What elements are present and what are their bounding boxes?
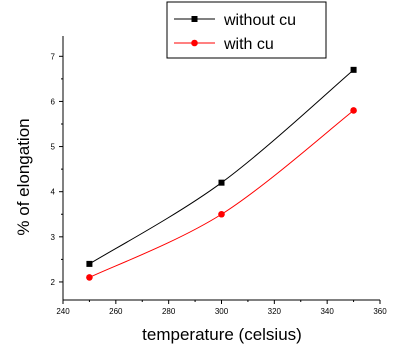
data-point-circle [350, 107, 357, 114]
data-point-square [218, 179, 225, 186]
legend-label-2: with cu [223, 36, 274, 53]
data-point-circle [86, 274, 93, 281]
y-tick-label: 3 [51, 233, 56, 242]
y-tick-label: 2 [51, 278, 56, 287]
x-tick-label: 300 [215, 307, 229, 316]
y-axis-title: % of elongation [14, 118, 33, 235]
legend-marker-square [191, 16, 198, 22]
y-tick-label: 6 [51, 97, 56, 106]
legend-marker-circle [191, 39, 198, 47]
legend-box [166, 1, 327, 59]
y-tick-label: 7 [51, 52, 56, 61]
y-ticks: 2 3 4 5 6 7 [51, 52, 63, 287]
x-tick-label: 240 [56, 307, 70, 316]
x-axis-title: temperature (celsius) [142, 325, 302, 344]
y-tick-label: 5 [51, 143, 56, 152]
series-line-2 [89, 110, 354, 278]
data-point-square [86, 260, 93, 267]
series-line-1 [89, 69, 354, 265]
data-point-square [350, 66, 357, 73]
x-tick-label: 280 [162, 307, 176, 316]
x-tick-label: 340 [320, 307, 334, 316]
x-tick-label: 320 [268, 307, 282, 316]
x-ticks: 240 260 280 300 320 340 360 [56, 300, 387, 316]
legend: without cu with cu [166, 1, 327, 59]
data-point-circle [218, 210, 225, 218]
plot-area: 240 260 280 300 320 340 360 2 3 4 5 6 7 [51, 36, 387, 316]
x-tick-label: 360 [373, 307, 387, 316]
legend-label-1: without cu [223, 12, 296, 29]
x-tick-label: 260 [109, 307, 123, 316]
y-tick-label: 4 [51, 188, 56, 197]
legend-items: without cu with cu [174, 12, 296, 53]
series-layer [86, 66, 357, 281]
